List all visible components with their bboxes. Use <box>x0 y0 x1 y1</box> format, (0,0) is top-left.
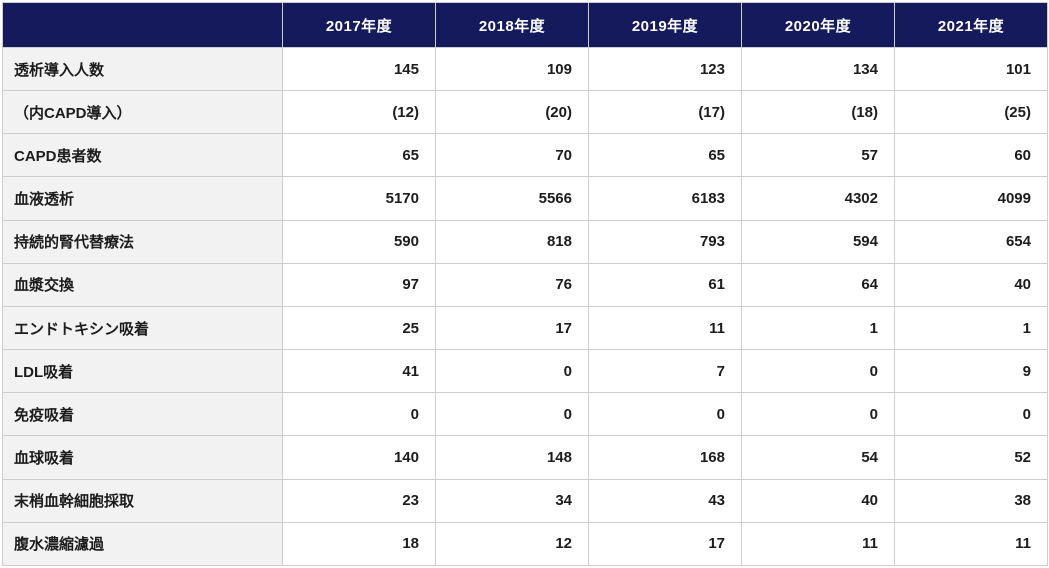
table-row: （内CAPD導入） (12) (20) (17) (18) (25) <box>2 90 1048 135</box>
table-row: 血球吸着 140 148 168 54 52 <box>2 435 1048 480</box>
value-cell: 0 <box>282 392 436 437</box>
row-label: （内CAPD導入） <box>2 90 283 135</box>
value-cell: 23 <box>282 478 436 523</box>
value-cell: 101 <box>894 46 1048 92</box>
table-row: 腹水濃縮濾過 18 12 17 11 11 <box>2 521 1048 567</box>
value-cell: (17) <box>588 90 742 135</box>
row-label: エンドトキシン吸着 <box>2 305 283 351</box>
table-row: 血液透析 5170 5566 6183 4302 4099 <box>2 176 1048 221</box>
value-cell: (25) <box>894 90 1048 135</box>
corner-cell <box>2 2 283 48</box>
table-header: 2017年度 2018年度 2019年度 2020年度 2021年度 <box>2 2 1048 48</box>
column-header-year: 2021年度 <box>894 2 1048 48</box>
value-cell: 57 <box>741 133 895 178</box>
value-cell: 818 <box>435 219 589 264</box>
value-cell: 40 <box>741 478 895 523</box>
value-cell: 594 <box>741 219 895 264</box>
column-header-year: 2020年度 <box>741 2 895 48</box>
table-row: 末梢血幹細胞採取 23 34 43 40 38 <box>2 478 1048 523</box>
header-row: 2017年度 2018年度 2019年度 2020年度 2021年度 <box>2 2 1048 48</box>
value-cell: 1 <box>894 305 1048 351</box>
value-cell: (12) <box>282 90 436 135</box>
row-label: 透析導入人数 <box>2 46 283 92</box>
value-cell: 590 <box>282 219 436 264</box>
value-cell: 140 <box>282 435 436 480</box>
row-label: 腹水濃縮濾過 <box>2 521 283 567</box>
value-cell: 6183 <box>588 176 742 221</box>
value-cell: 25 <box>282 305 436 351</box>
value-cell: 18 <box>282 521 436 567</box>
value-cell: 17 <box>435 305 589 351</box>
row-label: 血液透析 <box>2 176 283 221</box>
value-cell: 52 <box>894 435 1048 480</box>
table-row: 透析導入人数 145 109 123 134 101 <box>2 46 1048 92</box>
value-cell: 5170 <box>282 176 436 221</box>
value-cell: 0 <box>588 392 742 437</box>
table-row: 血漿交換 97 76 61 64 40 <box>2 262 1048 307</box>
row-label: 血球吸着 <box>2 435 283 480</box>
value-cell: 168 <box>588 435 742 480</box>
table-row: LDL吸着 41 0 7 0 9 <box>2 349 1048 394</box>
value-cell: 0 <box>741 392 895 437</box>
value-cell: 793 <box>588 219 742 264</box>
value-cell: 64 <box>741 262 895 307</box>
value-cell: 11 <box>588 305 742 351</box>
row-label: 血漿交換 <box>2 262 283 307</box>
value-cell: 123 <box>588 46 742 92</box>
value-cell: 0 <box>435 392 589 437</box>
value-cell: 41 <box>282 349 436 394</box>
value-cell: 70 <box>435 133 589 178</box>
value-cell: 61 <box>588 262 742 307</box>
value-cell: 4099 <box>894 176 1048 221</box>
value-cell: 17 <box>588 521 742 567</box>
value-cell: 7 <box>588 349 742 394</box>
table-row: エンドトキシン吸着 25 17 11 1 1 <box>2 305 1048 351</box>
value-cell: 43 <box>588 478 742 523</box>
value-cell: 9 <box>894 349 1048 394</box>
row-label: LDL吸着 <box>2 349 283 394</box>
value-cell: 60 <box>894 133 1048 178</box>
column-header-year: 2018年度 <box>435 2 589 48</box>
value-cell: 1 <box>741 305 895 351</box>
table-row: CAPD患者数 65 70 65 57 60 <box>2 133 1048 178</box>
value-cell: 65 <box>282 133 436 178</box>
value-cell: 5566 <box>435 176 589 221</box>
value-cell: 654 <box>894 219 1048 264</box>
value-cell: 97 <box>282 262 436 307</box>
value-cell: 0 <box>741 349 895 394</box>
value-cell: 40 <box>894 262 1048 307</box>
row-label: CAPD患者数 <box>2 133 283 178</box>
row-label: 末梢血幹細胞採取 <box>2 478 283 523</box>
value-cell: 4302 <box>741 176 895 221</box>
value-cell: 54 <box>741 435 895 480</box>
column-header-year: 2019年度 <box>588 2 742 48</box>
value-cell: (20) <box>435 90 589 135</box>
value-cell: 11 <box>894 521 1048 567</box>
table-body: 透析導入人数 145 109 123 134 101 （内CAPD導入） (12) (20) (1… <box>2 46 1048 567</box>
value-cell: 145 <box>282 46 436 92</box>
value-cell: 34 <box>435 478 589 523</box>
table-row: 持続的腎代替療法 590 818 793 594 654 <box>2 219 1048 264</box>
value-cell: 148 <box>435 435 589 480</box>
value-cell: 65 <box>588 133 742 178</box>
value-cell: 134 <box>741 46 895 92</box>
value-cell: 38 <box>894 478 1048 523</box>
value-cell: 12 <box>435 521 589 567</box>
value-cell: 109 <box>435 46 589 92</box>
row-label: 持続的腎代替療法 <box>2 219 283 264</box>
row-label: 免疫吸着 <box>2 392 283 437</box>
table-row: 免疫吸着 0 0 0 0 0 <box>2 392 1048 437</box>
column-header-year: 2017年度 <box>282 2 436 48</box>
value-cell: (18) <box>741 90 895 135</box>
value-cell: 0 <box>435 349 589 394</box>
value-cell: 0 <box>894 392 1048 437</box>
value-cell: 11 <box>741 521 895 567</box>
value-cell: 76 <box>435 262 589 307</box>
